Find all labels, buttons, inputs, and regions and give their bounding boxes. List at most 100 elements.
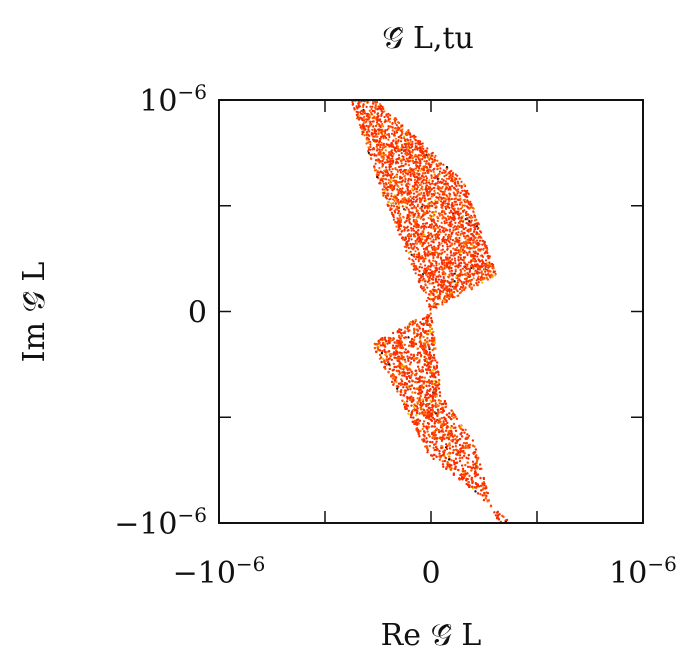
data-point — [432, 276, 435, 279]
data-point — [462, 251, 465, 255]
data-point — [468, 275, 471, 278]
data-point — [376, 112, 379, 116]
data-point — [421, 185, 424, 188]
data-point — [376, 115, 379, 118]
data-point — [413, 181, 416, 184]
data-point — [386, 188, 389, 191]
data-point — [368, 134, 371, 137]
data-point — [454, 173, 457, 176]
data-point — [476, 272, 479, 275]
data-point — [472, 253, 475, 256]
data-point — [375, 149, 379, 152]
data-point — [442, 163, 445, 166]
data-point — [458, 236, 461, 240]
data-point — [416, 147, 419, 151]
data-point — [443, 298, 446, 301]
data-point — [456, 203, 459, 206]
data-point — [373, 115, 376, 118]
data-point — [431, 235, 434, 238]
data-point — [371, 128, 374, 131]
data-point — [387, 201, 390, 204]
data-point — [439, 167, 442, 170]
data-point — [472, 238, 475, 241]
data-point — [383, 189, 386, 192]
data-point — [390, 125, 393, 128]
data-point — [373, 131, 376, 134]
data-point — [432, 215, 435, 218]
data-point — [434, 236, 437, 239]
data-point — [369, 145, 372, 148]
data-point — [407, 160, 410, 163]
data-point — [404, 208, 407, 211]
data-point — [351, 103, 354, 106]
data-point — [417, 248, 420, 251]
data-point — [436, 281, 439, 284]
data-point — [414, 250, 417, 253]
data-point — [458, 195, 461, 198]
data-point — [446, 287, 449, 290]
data-point — [457, 182, 460, 185]
data-point — [472, 267, 475, 270]
data-point — [374, 159, 378, 162]
data-point — [484, 259, 488, 262]
data-point — [406, 192, 409, 195]
data-point — [427, 216, 430, 220]
data-point — [406, 213, 409, 217]
data-point — [442, 179, 445, 182]
data-point — [418, 173, 421, 176]
data-point — [451, 239, 455, 242]
data-point — [459, 256, 462, 259]
data-point — [421, 235, 424, 238]
data-point — [437, 180, 440, 183]
data-point — [378, 124, 381, 128]
data-point — [491, 267, 494, 270]
data-point — [390, 192, 393, 195]
data-point — [400, 162, 403, 165]
data-point — [480, 270, 483, 273]
data-point — [432, 273, 435, 276]
data-point — [461, 189, 464, 192]
data-point — [433, 233, 436, 237]
data-point — [368, 120, 371, 123]
data-point — [476, 255, 479, 258]
data-point — [414, 139, 417, 142]
data-point — [448, 289, 451, 292]
data-point — [388, 174, 391, 177]
data-point — [404, 144, 407, 147]
data-point — [441, 204, 444, 207]
data-point — [484, 270, 487, 273]
data-point — [444, 233, 447, 236]
data-point — [430, 177, 433, 180]
data-point — [404, 132, 407, 135]
data-point — [381, 171, 384, 174]
data-point — [462, 259, 465, 262]
data-point — [474, 216, 477, 219]
data-point — [463, 189, 466, 192]
data-point — [443, 261, 446, 264]
data-point — [468, 216, 471, 219]
data-point — [378, 140, 382, 143]
data-point — [447, 276, 450, 279]
data-point — [463, 265, 466, 268]
data-point — [436, 219, 439, 223]
data-point — [457, 255, 460, 259]
data-point — [441, 171, 444, 174]
data-point — [388, 120, 392, 123]
data-point — [460, 245, 463, 248]
data-point — [467, 261, 470, 264]
data-point — [394, 174, 397, 177]
data-point — [405, 206, 408, 209]
data-point — [458, 216, 461, 219]
data-point — [418, 146, 421, 150]
data-point — [422, 277, 425, 280]
data-point — [471, 216, 474, 219]
data-point — [456, 233, 459, 237]
data-point — [401, 145, 404, 148]
data-point — [418, 252, 421, 255]
data-point — [364, 128, 367, 131]
data-point — [381, 148, 384, 151]
data-point — [424, 182, 427, 185]
data-point — [487, 270, 490, 273]
data-point — [409, 214, 412, 217]
data-point — [458, 184, 461, 187]
